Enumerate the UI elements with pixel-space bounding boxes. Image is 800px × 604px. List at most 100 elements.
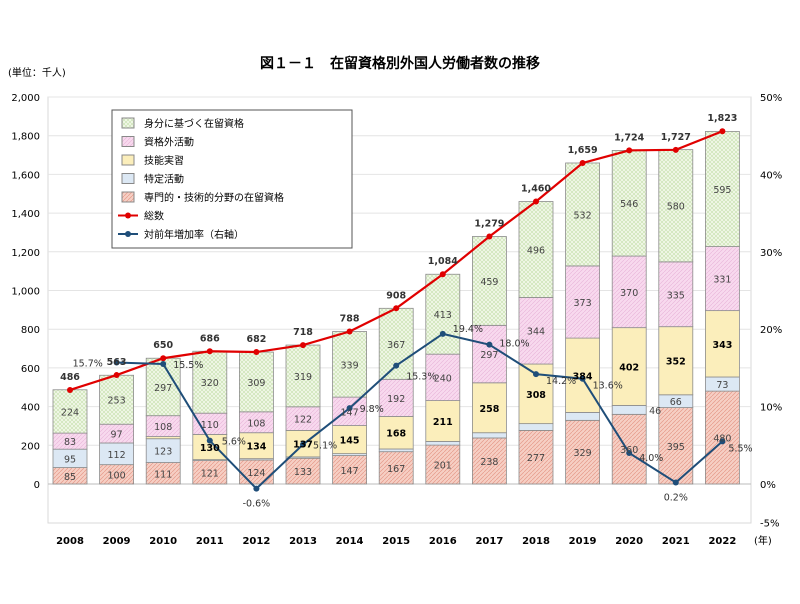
total-point	[439, 271, 446, 278]
growth-label: 4.0%	[639, 453, 663, 464]
bar-value-label: 344	[527, 327, 545, 338]
bar-segment	[658, 326, 694, 396]
bar-segment	[518, 423, 554, 431]
total-label: 1,727	[661, 132, 691, 143]
legend-label: 対前年増加率（右軸）	[144, 228, 244, 241]
growth-label: 13.6%	[593, 381, 623, 392]
bar-value-label: 147	[341, 466, 359, 477]
bar-value-label: 339	[341, 360, 359, 371]
total-label: 788	[340, 314, 360, 325]
legend-swatch	[121, 136, 135, 147]
growth-point	[533, 371, 539, 378]
bar-value-label: 595	[713, 185, 731, 196]
growth-label: 15.3%	[406, 372, 436, 383]
bar-segment	[378, 448, 414, 453]
bar-value-label: 124	[247, 468, 265, 479]
bar-value-label: 130	[200, 443, 220, 454]
bar-segment	[565, 265, 600, 339]
bar-value-label: 580	[667, 202, 685, 213]
bar-value-label: 112	[108, 450, 126, 461]
bar-value-label: 134	[246, 442, 266, 453]
bar-value-label: 360	[620, 445, 638, 456]
bar-segment	[471, 236, 507, 326]
bar-value-label: 297	[154, 383, 172, 394]
bar-segment	[611, 405, 647, 415]
legend-label: 特定活動	[144, 173, 184, 186]
y2-tick-label: 50%	[760, 93, 782, 104]
x-axis-label: (年)	[754, 534, 772, 547]
total-label: 1,724	[614, 132, 644, 143]
bar-segment	[332, 331, 368, 398]
bar-value-label: 97	[111, 430, 123, 441]
bar-value-label: 108	[154, 422, 172, 433]
total-label: 650	[153, 340, 173, 351]
total-label: 486	[60, 372, 80, 383]
bar-segment	[285, 457, 321, 485]
y2-tick-label: 30%	[760, 248, 782, 259]
bar-segment	[425, 441, 461, 446]
x-tick-label: 2008	[56, 536, 84, 547]
y-tick-label: 2,000	[11, 93, 40, 104]
total-label: 686	[200, 333, 220, 344]
bar-value-label: 123	[154, 447, 172, 458]
bar-segment	[471, 432, 507, 439]
x-tick-label: 2009	[103, 536, 131, 547]
bar-segment	[378, 378, 414, 417]
bar-value-label: 121	[201, 468, 219, 479]
total-point	[672, 146, 679, 153]
bar-value-label: 459	[480, 277, 498, 288]
legend-swatch	[121, 154, 135, 166]
bar-value-label: 402	[619, 363, 639, 374]
bar-value-label: 211	[433, 417, 453, 428]
bar-segment	[425, 353, 461, 402]
bar-segment	[565, 162, 600, 267]
bar-value-label: 240	[434, 373, 452, 384]
bar-value-label: 258	[479, 404, 499, 415]
y2-tick-label: 20%	[760, 325, 782, 336]
bar-segment	[658, 261, 694, 328]
growth-point	[672, 479, 679, 486]
growth-point	[439, 330, 446, 337]
bar-value-label: 329	[574, 448, 592, 459]
total-point	[67, 386, 73, 393]
y-tick-label: 600	[21, 364, 40, 375]
y-tick-label: 1,800	[11, 132, 40, 143]
total-label: 563	[107, 357, 127, 368]
bar-value-label: 297	[480, 350, 498, 361]
y2-tick-label: 10%	[760, 403, 782, 414]
x-tick-label: 2011	[196, 536, 224, 547]
bar-value-label: 167	[387, 464, 405, 475]
growth-point	[393, 362, 400, 369]
bar-segment	[285, 344, 321, 408]
chart-title: 図１－１ 在留資格別外国人労働者数の推移	[260, 55, 540, 72]
total-point	[346, 328, 353, 335]
bar-segment	[99, 374, 134, 425]
bar-value-label: 168	[386, 429, 406, 440]
growth-point	[626, 450, 633, 457]
y-tick-label: 1,400	[11, 209, 40, 220]
growth-point	[486, 341, 493, 348]
bar-value-label: 66	[670, 397, 682, 408]
y-tick-label: 400	[21, 403, 40, 414]
growth-point	[206, 437, 213, 444]
total-point	[160, 355, 167, 362]
legend-label: 資格外活動	[144, 136, 194, 149]
growth-point	[113, 359, 120, 366]
bar-value-label: 277	[527, 453, 545, 464]
total-point	[626, 147, 633, 154]
growth-label: 5.1%	[313, 441, 337, 452]
bar-value-label: 320	[201, 378, 219, 389]
growth-label: -0.6%	[243, 499, 271, 510]
bar-value-label: 238	[480, 457, 498, 468]
total-label: 1,279	[474, 219, 504, 230]
bar-segment	[611, 327, 647, 406]
bar-segment	[471, 324, 507, 384]
y-tick-label: 1,200	[11, 248, 40, 259]
x-tick-label: 2014	[336, 536, 364, 547]
legend-swatch	[121, 173, 135, 184]
total-point	[533, 198, 539, 205]
bar-value-label: 532	[574, 210, 592, 221]
bar-value-label: 122	[294, 415, 312, 426]
growth-point	[253, 485, 260, 492]
